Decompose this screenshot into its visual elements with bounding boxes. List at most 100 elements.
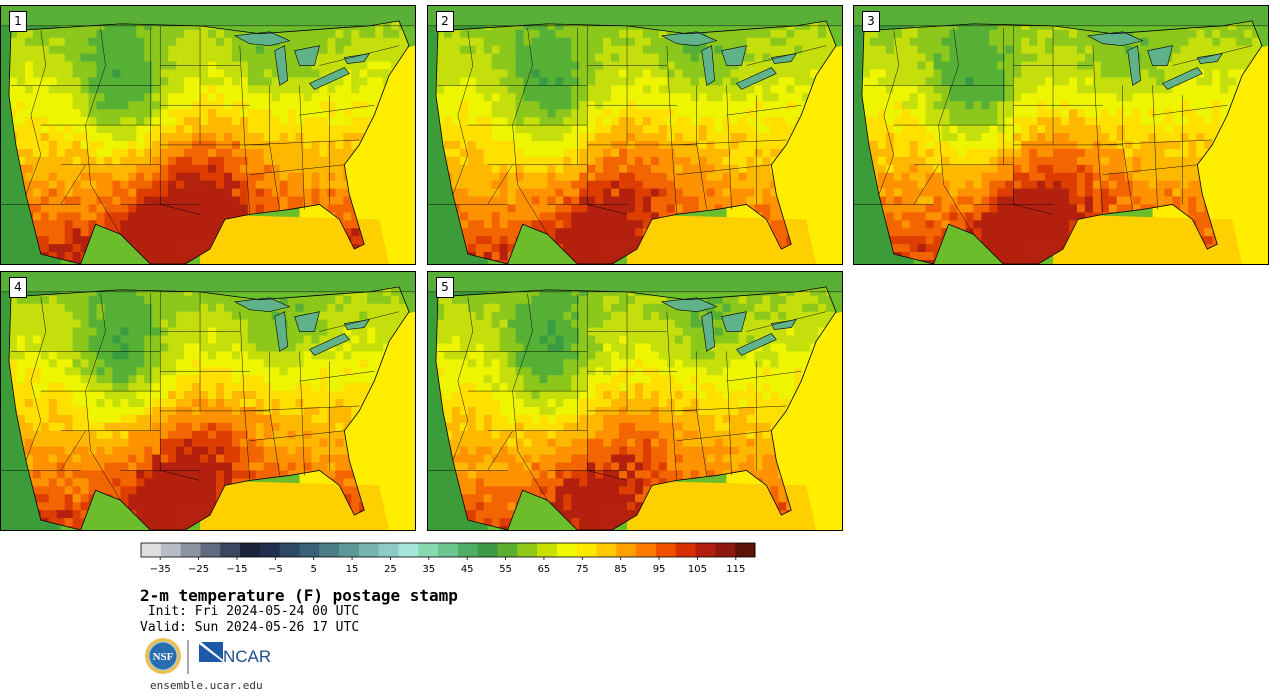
lake-ontario [343,319,370,330]
land-temperature-field [8,20,410,264]
colorbar-tick-label: 25 [384,564,397,575]
canada-region [428,272,842,292]
state-borders [428,25,842,235]
lake-ontario [1196,53,1223,64]
colorbar-swatch [576,543,598,557]
colorbar-swatch [220,543,241,557]
panel-number-label: 2 [436,11,454,32]
lake-michigan [701,45,715,86]
lake-ontario [770,319,797,330]
colorbar-swatch [279,543,300,557]
colorbar-swatch [339,543,360,557]
land-temperature-field [861,20,1263,264]
ensemble-member-panel-5: 5 [427,271,843,531]
colorbar-swatch [378,543,399,557]
lake-superior [660,31,718,46]
canada-region [428,6,842,26]
colorbar-outline [140,542,756,558]
colorbar-swatch [160,543,182,557]
colorbar-tick-label: 85 [614,564,627,575]
nsf-logo-text: NSF [153,651,174,663]
colorbar-tick-label: 75 [576,564,589,575]
gulf-of-mexico [200,480,390,530]
temperature-map-2 [428,6,842,264]
canada-region [1,6,415,26]
init-time: Init: Fri 2024-05-24 00 UTC [140,604,360,619]
sponsor-logos: NSF NCAR [145,638,271,674]
colorbar-tick-label: −15 [226,564,247,575]
colorbar-swatch [438,543,459,557]
colorbar-swatch [497,543,518,557]
lake-huron [294,45,320,66]
colorbar-swatch [200,543,221,557]
colorbar-tick-label: 115 [726,564,745,575]
temperature-colorbar: −35 −25 −15 −5 5 15 25 35 45 55 65 75 85 95 105 115 [140,542,756,575]
lake-superior [233,297,291,312]
state-borders [1,291,415,501]
coastline [8,286,410,530]
colorbar-tick-label: 95 [653,564,666,575]
colorbar-swatch [636,543,657,557]
lake-huron [721,45,747,66]
colorbar-tick-label: 65 [538,564,551,575]
colorbar-swatch [616,543,637,557]
state-borders [1,25,415,235]
temperature-map-5 [428,272,842,530]
gulf-of-mexico [627,214,817,264]
ncar-logo: NCAR [199,642,271,666]
colorbar-swatch [358,543,380,557]
colorbar-swatch [319,543,340,557]
lake-michigan [701,311,715,352]
colorbar-tick-label: −5 [268,564,283,575]
land-temperature-field [435,286,837,530]
valid-time: Valid: Sun 2024-05-26 17 UTC [140,620,360,635]
ensemble-member-panel-4: 4 [0,271,416,531]
gulf-of-mexico [1053,214,1243,264]
lake-superior [660,297,718,312]
lake-michigan [274,311,288,352]
coastline [8,20,410,264]
lake-erie [736,333,777,356]
panel-number-label: 1 [9,11,27,32]
colorbar-swatch [457,543,479,557]
lake-erie [309,333,350,356]
colorbar-swatch [655,543,677,557]
lake-superior [233,31,291,46]
canada-region [854,6,1268,26]
canada-region [1,272,415,292]
colorbar-tick-label: 55 [499,564,512,575]
temperature-map-1 [1,6,415,264]
temperature-map-3 [854,6,1268,264]
colorbar-swatch [715,543,736,557]
panel-number-label: 4 [9,277,27,298]
gulf-of-mexico [627,480,817,530]
colorbar-swatch [180,543,201,557]
lake-ontario [343,53,370,64]
ncar-logo-text: NCAR [223,647,271,666]
colorbar-tick-label: 35 [422,564,435,575]
ensemble-member-panel-2: 2 [427,5,843,265]
ensemble-member-panel-3: 3 [853,5,1269,265]
lake-ontario [770,53,797,64]
lake-michigan [274,45,288,86]
lake-erie [1162,67,1203,90]
land-temperature-field [8,286,410,530]
lake-huron [721,311,747,332]
colorbar-swatch [418,543,439,557]
state-borders [428,291,842,501]
colorbar-tick-label: 5 [311,564,317,575]
colorbar-swatch [735,543,756,557]
colorbar-swatch [695,543,716,557]
state-borders [854,25,1268,235]
coastline [861,20,1263,264]
coastline [435,20,837,264]
land-temperature-field [435,20,837,264]
colorbar-swatch [240,543,261,557]
lake-erie [736,67,777,90]
gulf-of-mexico [200,214,390,264]
colorbar-swatch [537,543,558,557]
coastline [435,286,837,530]
colorbar-swatch [556,543,578,557]
lake-superior [1086,31,1144,46]
lake-erie [309,67,350,90]
